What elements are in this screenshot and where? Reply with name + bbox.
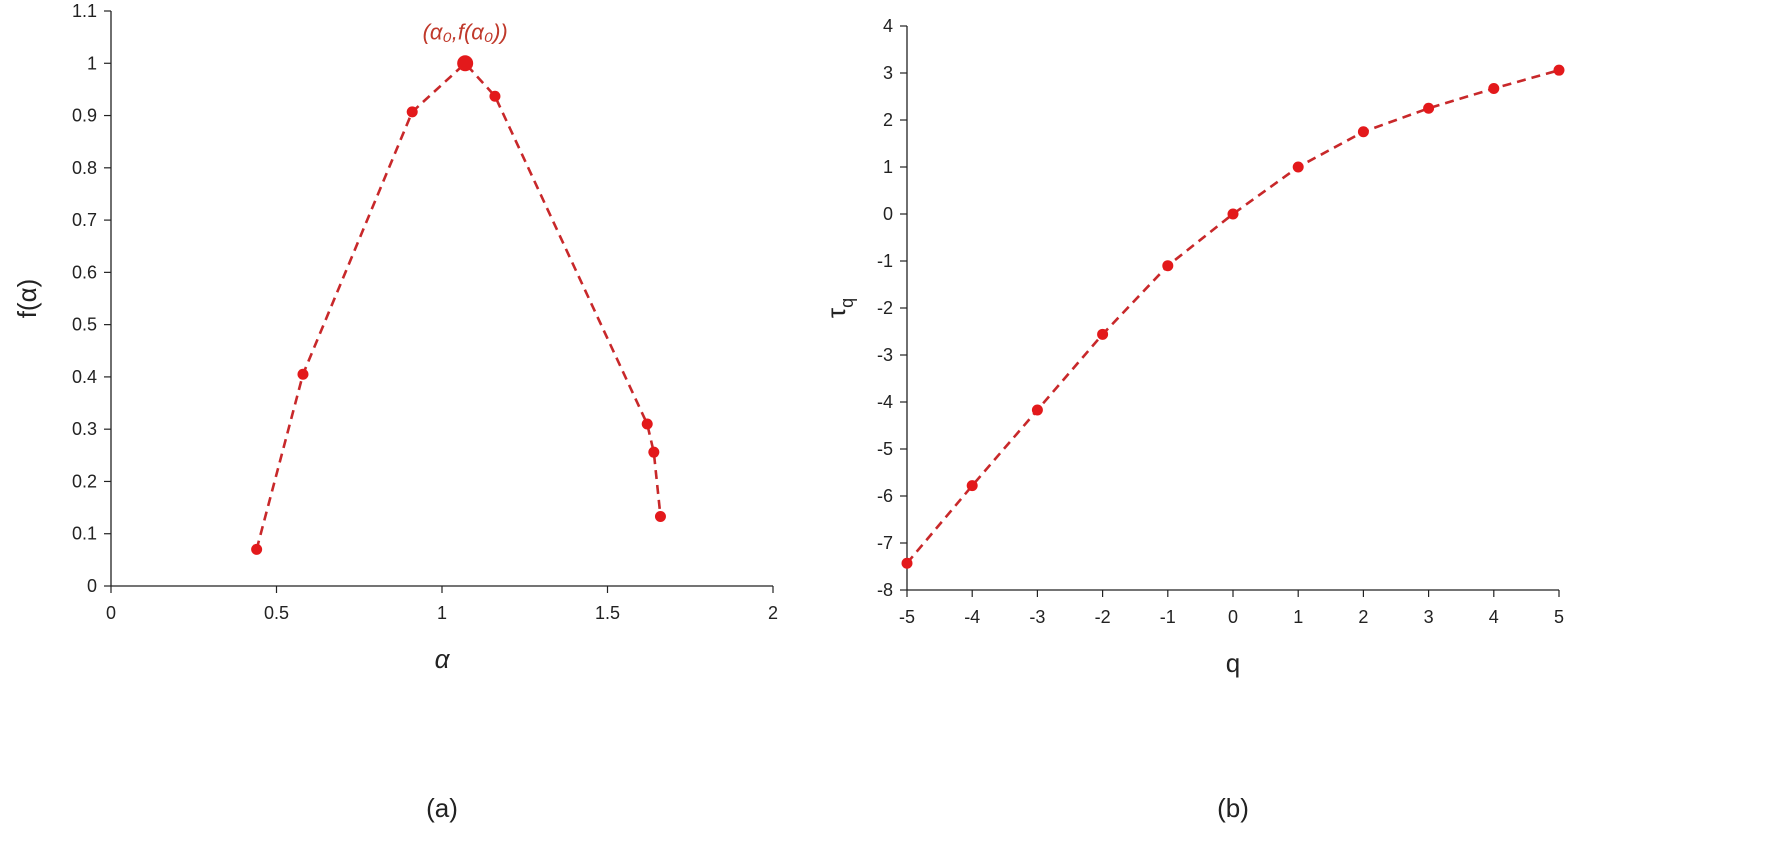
- panel-a-x-tick-label: 0.5: [264, 603, 289, 623]
- panel-a-tick-labels: 0 0.1 0.2 0.3 0.4 0.5 0.6 0.7 0.8 0.9 1 1.1 0 0.5 1 1.5…: [72, 1, 778, 623]
- panel-a-peak-annotation: (α₀,f(α₀)): [423, 19, 508, 44]
- panel-a-data-point: [251, 543, 263, 555]
- panel-a-label: (a): [426, 793, 458, 823]
- panel-a-data-point: [297, 368, 309, 380]
- panel-b-x-tick-label: 1: [1293, 607, 1303, 627]
- panel-a-data-point: [489, 90, 501, 102]
- panel-a-data-point: [654, 510, 666, 522]
- panel-b-x-tick-label: -4: [964, 607, 980, 627]
- panel-b-data-point: [1292, 161, 1304, 173]
- panel-a-peak-point: [457, 55, 474, 72]
- panel-b-label: (b): [1217, 793, 1249, 823]
- panel-b-series: [901, 64, 1565, 569]
- panel-a-x-tick-label: 0: [106, 603, 116, 623]
- panel-a-y-tick-label: 0.5: [72, 315, 97, 335]
- panel-a-data-point: [406, 106, 418, 118]
- panel-b-y-tick-label: -1: [877, 251, 893, 271]
- panel-b-data-point: [1031, 404, 1043, 416]
- panel-b-x-tick-label: -5: [899, 607, 915, 627]
- panel-a-series-line: [255, 61, 662, 550]
- panel-b-data-point: [901, 557, 913, 569]
- panel-a-series: [251, 55, 666, 555]
- panel-b-y-tick-label: 4: [883, 16, 893, 36]
- panel-a-y-tick-label: 0: [87, 576, 97, 596]
- panel-b-data-point: [1553, 64, 1565, 76]
- panel-a-y-axis-title: f(α): [12, 279, 42, 319]
- panel-a-y-tick-label: 1.1: [72, 1, 97, 21]
- panel-b-y-tick-label: 1: [883, 157, 893, 177]
- panel-b-data-point: [1097, 328, 1109, 340]
- panel-b-y-tick-label: 0: [883, 204, 893, 224]
- panel-a-y-tick-label: 0.2: [72, 471, 97, 491]
- panel-b-y-tick-label: -5: [877, 439, 893, 459]
- panel-b-data-point: [1162, 260, 1174, 272]
- panel-b-y-axis-title: τq: [821, 298, 857, 318]
- panel-a-x-axis-title: α: [435, 644, 451, 674]
- panel-a-y-tick-label: 1: [87, 53, 97, 73]
- panel-a-x-tick-label: 1.5: [595, 603, 620, 623]
- panel-b-x-tick-label: -3: [1029, 607, 1045, 627]
- panel-b-x-tick-label: 0: [1228, 607, 1238, 627]
- panel-a-y-tick-label: 0.8: [72, 158, 97, 178]
- panel-a-x-tick-label: 1: [437, 603, 447, 623]
- panel-b-x-tick-label: 5: [1554, 607, 1564, 627]
- panel-a-axes: [104, 10, 774, 593]
- panel-b-y-tick-label: -8: [877, 580, 893, 600]
- panel-b-x-tick-label: 4: [1489, 607, 1499, 627]
- panel-b-x-axis-title: q: [1226, 648, 1240, 678]
- panel-a-y-tick-label: 0.6: [72, 262, 97, 282]
- panel-b-x-tick-label: -1: [1160, 607, 1176, 627]
- panel-a-data-point: [648, 446, 660, 458]
- panel-a-y-tick-label: 0.7: [72, 210, 97, 230]
- panel-a-y-tick-label: 0.3: [72, 419, 97, 439]
- panel-b-y-tick-label: -2: [877, 298, 893, 318]
- panel-b-data-point: [1488, 83, 1500, 95]
- panel-b-x-tick-label: 3: [1424, 607, 1434, 627]
- panel-b-y-tick-label: 3: [883, 63, 893, 83]
- panel-b-x-tick-label: 2: [1358, 607, 1368, 627]
- panel-b-data-point: [1227, 208, 1239, 220]
- panel-a-data-point: [641, 418, 653, 430]
- panel-b-y-tick-label: -3: [877, 345, 893, 365]
- panel-b-data-point: [1357, 126, 1369, 138]
- panel-b-x-tick-label: -2: [1095, 607, 1111, 627]
- panel-b-y-tick-label: -7: [877, 533, 893, 553]
- panel-a-y-tick-label: 0.9: [72, 106, 97, 126]
- panel-b-y-tick-label: -6: [877, 486, 893, 506]
- panel-a-y-tick-label: 0.4: [72, 367, 97, 387]
- panel-b-data-point: [966, 480, 978, 492]
- panel-b-tick-labels: -8 -7 -6 -5 -4 -3 -2 -1 0 1 2 3 4 -5 -4 -3 -2 -1 0 1 2 3 4 5: [877, 16, 1564, 627]
- panel-b-y-tick-label: -4: [877, 392, 893, 412]
- panel-b-series-line: [906, 68, 1560, 565]
- panel-b-y-tick-label: 2: [883, 110, 893, 130]
- panel-b-axes: [900, 25, 1560, 597]
- panel-a-chart: 0 0.1 0.2 0.3 0.4 0.5 0.6 0.7 0.8 0.9 1 1.1 0 0.5 1 1.5…: [12, 1, 778, 823]
- panel-a-x-tick-label: 2: [768, 603, 778, 623]
- panel-b-data-point: [1423, 102, 1435, 114]
- panel-a-y-tick-label: 0.1: [72, 524, 97, 544]
